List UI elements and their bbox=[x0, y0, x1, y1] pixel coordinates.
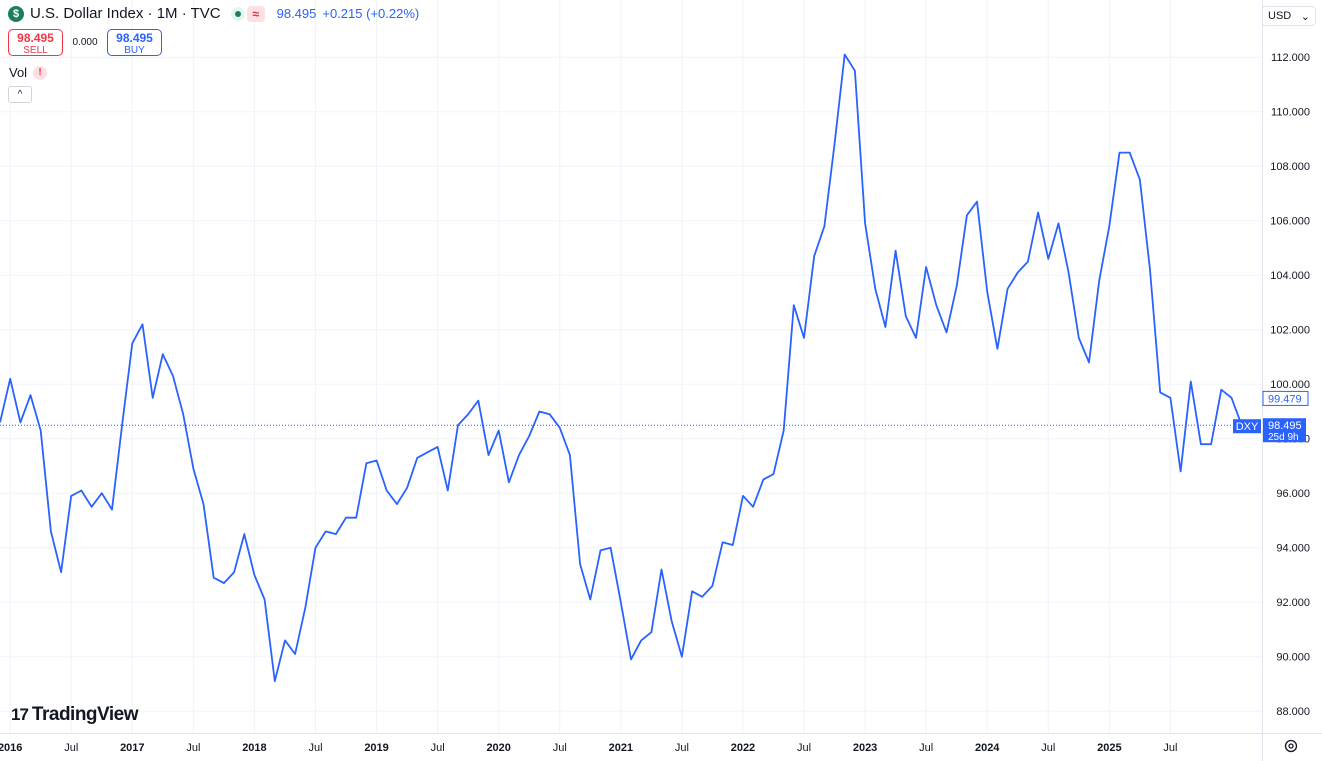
symbol-tag-label: DXY bbox=[1236, 421, 1259, 433]
tradingview-logo[interactable]: 17 TradingView bbox=[11, 704, 139, 726]
prev-close-label: 99.479 bbox=[1268, 393, 1302, 405]
trade-panel: 98.495 SELL 0.000 98.495 BUY bbox=[8, 29, 162, 56]
delayed-data-icon[interactable]: ≈ bbox=[246, 5, 265, 22]
y-tick-label: 90.000 bbox=[1276, 652, 1310, 664]
x-tick-label: Jul bbox=[64, 742, 78, 754]
tradingview-wordmark: TradingView bbox=[31, 704, 139, 725]
price-series-line bbox=[0, 53, 1243, 683]
y-tick-label: 102.000 bbox=[1270, 325, 1310, 337]
symbol-tag-box bbox=[1233, 419, 1261, 434]
y-tick-label: 112.000 bbox=[1271, 52, 1310, 64]
price-change: +0.215 (+0.22%) bbox=[322, 6, 420, 21]
x-tick-label: Jul bbox=[1041, 742, 1055, 754]
x-tick-label: Jul bbox=[553, 742, 567, 754]
buy-price: 98.495 bbox=[116, 31, 153, 45]
currency-value: USD bbox=[1268, 10, 1292, 22]
settings-gear-icon[interactable] bbox=[1283, 738, 1299, 754]
x-tick-label: Jul bbox=[675, 742, 689, 754]
y-tick-label: 94.000 bbox=[1276, 543, 1310, 555]
market-open-icon[interactable] bbox=[230, 6, 245, 21]
volume-indicator[interactable]: Vol ! bbox=[9, 65, 48, 80]
x-tick-label: Jul bbox=[186, 742, 200, 754]
x-tick-label: 2023 bbox=[853, 742, 877, 754]
y-tick-label: 108.000 bbox=[1270, 161, 1310, 173]
warning-icon[interactable]: ! bbox=[33, 65, 48, 80]
chevron-down-icon: ⌄ bbox=[1300, 10, 1310, 23]
volume-label[interactable]: Vol bbox=[9, 65, 28, 80]
y-tick-label: 100.000 bbox=[1270, 379, 1310, 391]
market-status[interactable]: ≈ bbox=[230, 5, 265, 22]
x-tick-label: 2019 bbox=[364, 742, 388, 754]
x-tick-label: 2016 bbox=[0, 742, 22, 754]
x-tick-label: 2022 bbox=[731, 742, 755, 754]
spread-value: 0.000 bbox=[72, 37, 98, 48]
last-price: 98.495 bbox=[276, 6, 317, 21]
x-tick-label: 2021 bbox=[609, 742, 633, 754]
buy-button[interactable]: 98.495 BUY bbox=[107, 29, 162, 56]
y-tick-label: 92.000 bbox=[1276, 597, 1310, 609]
x-tick-label: 2018 bbox=[242, 742, 266, 754]
y-tick-label: 106.000 bbox=[1270, 216, 1310, 228]
countdown-label: 25d 9h bbox=[1268, 432, 1299, 443]
symbol-title[interactable]: U.S. Dollar Index · 1M · TVC bbox=[30, 5, 221, 22]
collapse-legend-button[interactable]: ^ bbox=[8, 86, 32, 103]
currency-select[interactable]: USD ⌄ bbox=[1262, 6, 1316, 26]
tradingview-logo-icon: 17 bbox=[11, 705, 29, 724]
sell-label: SELL bbox=[23, 45, 48, 56]
sell-button[interactable]: 98.495 SELL bbox=[8, 29, 63, 56]
symbol-logo-icon: $ bbox=[8, 5, 24, 22]
prev-close-box bbox=[1262, 390, 1309, 406]
sell-price: 98.495 bbox=[17, 31, 54, 45]
y-tick-label: 104.000 bbox=[1270, 270, 1310, 282]
x-tick-label: Jul bbox=[1163, 742, 1177, 754]
current-price-box bbox=[1263, 418, 1306, 443]
x-tick-label: Jul bbox=[919, 742, 933, 754]
buy-label: BUY bbox=[124, 45, 145, 56]
x-tick-label: 2017 bbox=[120, 742, 144, 754]
current-price-label: 98.495 bbox=[1268, 420, 1302, 432]
x-tick-label: 2025 bbox=[1097, 742, 1121, 754]
y-tick-label: 110.000 bbox=[1271, 107, 1310, 119]
chevron-up-icon: ^ bbox=[17, 89, 23, 100]
x-tick-label: Jul bbox=[797, 742, 811, 754]
y-tick-label: 88.000 bbox=[1276, 706, 1310, 718]
x-tick-label: 2024 bbox=[975, 742, 1000, 754]
symbol-header: $ U.S. Dollar Index · 1M · TVC ≈ 98.495 … bbox=[8, 5, 419, 22]
x-tick-label: Jul bbox=[308, 742, 322, 754]
y-tick-label: 96.000 bbox=[1276, 488, 1310, 500]
x-tick-label: Jul bbox=[431, 742, 445, 754]
x-tick-label: 2020 bbox=[486, 742, 510, 754]
